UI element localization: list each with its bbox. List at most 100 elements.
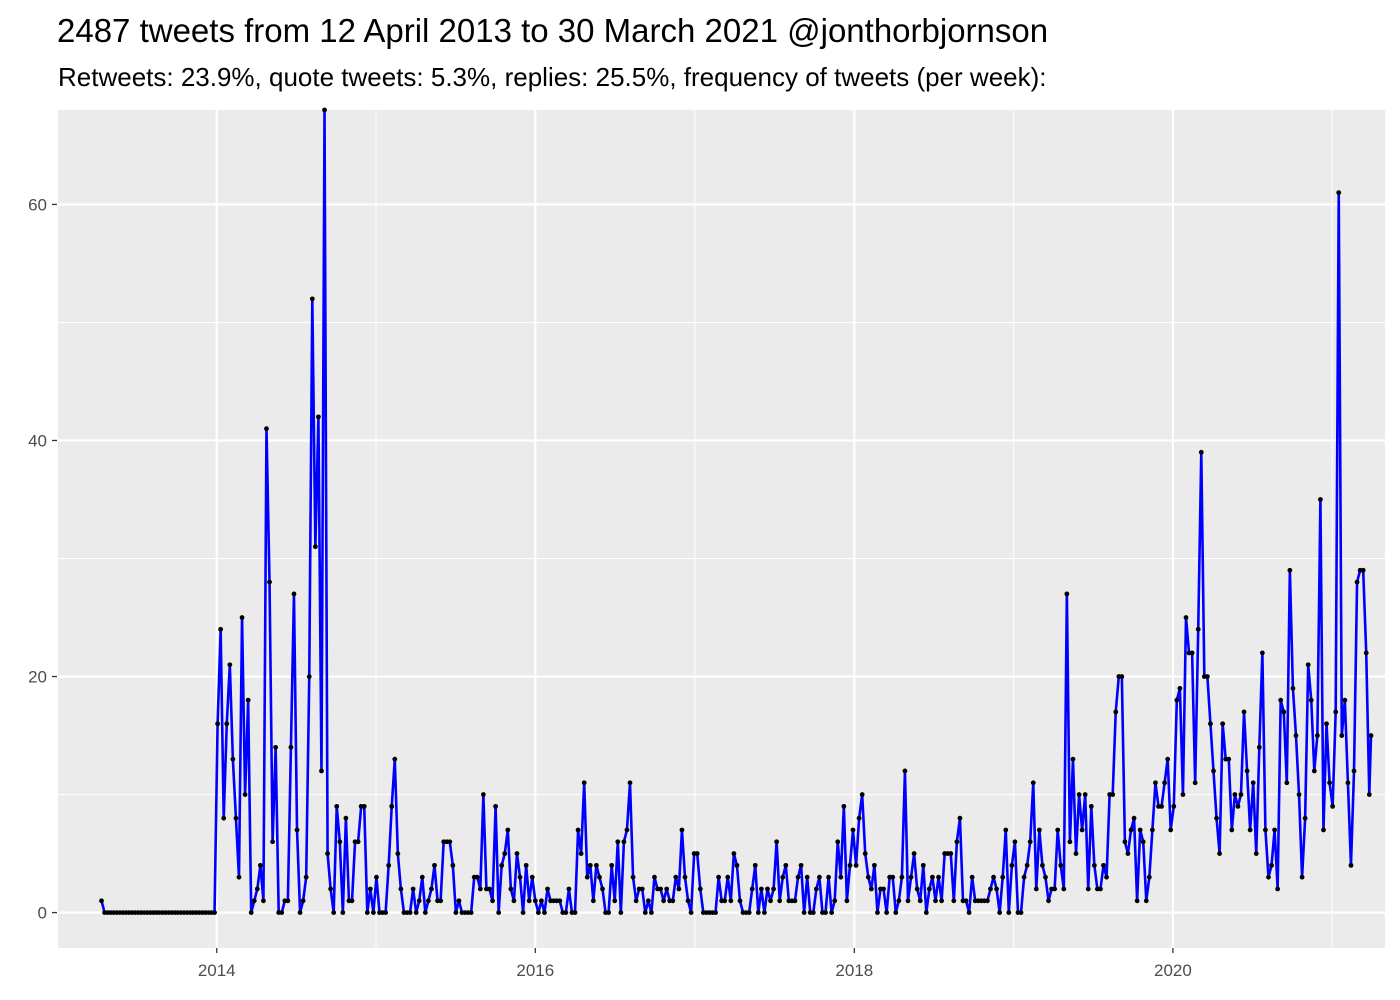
- x-tick-label: 2016: [516, 961, 554, 980]
- data-point: [731, 851, 737, 856]
- data-point: [291, 591, 297, 597]
- data-point: [1308, 697, 1314, 703]
- data-point: [371, 910, 376, 915]
- data-point: [584, 874, 590, 880]
- data-point: [914, 886, 920, 892]
- data-point: [966, 910, 972, 915]
- data-point: [532, 898, 538, 904]
- data-point: [988, 886, 993, 892]
- data-point: [367, 886, 373, 892]
- data-point: [737, 898, 743, 904]
- data-point: [215, 721, 221, 727]
- data-point: [648, 910, 654, 915]
- data-point: [572, 910, 578, 915]
- data-point: [798, 862, 804, 868]
- data-point: [233, 815, 239, 821]
- data-point: [419, 874, 425, 880]
- data-point: [853, 862, 859, 868]
- data-point: [331, 910, 337, 915]
- data-point: [1079, 827, 1085, 833]
- data-point: [319, 768, 324, 774]
- data-point: [508, 886, 514, 892]
- data-point: [267, 579, 272, 585]
- data-point: [1168, 827, 1174, 833]
- data-point: [1012, 839, 1018, 845]
- data-point: [294, 827, 300, 833]
- data-point: [936, 874, 941, 880]
- data-point: [749, 886, 755, 892]
- data-point: [1253, 851, 1259, 856]
- data-point: [99, 898, 104, 904]
- data-point: [410, 886, 416, 892]
- data-point: [1302, 815, 1308, 821]
- data-point: [242, 792, 248, 797]
- data-point: [490, 898, 495, 904]
- data-point: [1324, 721, 1329, 727]
- data-point: [758, 886, 764, 892]
- data-point: [795, 874, 801, 880]
- data-point: [673, 874, 679, 880]
- data-point: [1269, 862, 1274, 868]
- data-point: [297, 910, 303, 915]
- data-point: [1214, 815, 1219, 821]
- data-point: [801, 910, 807, 915]
- data-point: [893, 910, 899, 915]
- data-point: [312, 544, 318, 550]
- data-point: [273, 744, 279, 750]
- data-point: [300, 898, 306, 904]
- data-point: [254, 886, 260, 892]
- data-point: [1058, 862, 1064, 868]
- data-point: [1082, 792, 1088, 797]
- data-point: [850, 827, 856, 833]
- data-point: [1318, 497, 1323, 502]
- data-point: [578, 851, 584, 856]
- data-point: [474, 874, 480, 880]
- y-tick-label: 40: [28, 431, 47, 450]
- data-point: [1232, 792, 1238, 797]
- data-point: [954, 839, 960, 845]
- data-point: [361, 803, 367, 809]
- data-point: [1366, 792, 1372, 797]
- data-point: [624, 827, 630, 833]
- data-point: [1085, 886, 1091, 892]
- data-point: [722, 898, 728, 904]
- data-point: [661, 898, 667, 904]
- data-point: [1244, 768, 1250, 774]
- data-point: [306, 674, 312, 679]
- data-point: [1064, 591, 1070, 597]
- data-point: [1354, 579, 1360, 585]
- data-point: [752, 862, 758, 868]
- data-point: [783, 862, 789, 868]
- data-point: [309, 296, 315, 302]
- data-point: [456, 898, 462, 904]
- x-tick-label: 2020: [1154, 961, 1192, 980]
- data-point: [245, 697, 251, 703]
- data-point: [1348, 862, 1354, 868]
- data-point: [902, 768, 908, 774]
- data-point: [939, 898, 945, 904]
- data-point: [920, 862, 926, 868]
- data-point: [630, 874, 636, 880]
- data-point: [1296, 792, 1302, 797]
- data-point: [1018, 910, 1024, 915]
- data-point: [566, 886, 572, 892]
- data-point: [1272, 827, 1277, 833]
- data-point: [499, 862, 505, 868]
- data-point: [1266, 874, 1271, 880]
- data-point: [868, 886, 874, 892]
- data-point: [1088, 803, 1094, 809]
- data-point: [1275, 886, 1281, 892]
- data-point: [1070, 756, 1076, 762]
- data-point: [1259, 650, 1265, 656]
- data-point: [755, 910, 761, 915]
- data-point: [899, 874, 905, 880]
- data-point: [395, 851, 401, 856]
- data-point: [1220, 721, 1226, 727]
- data-point: [762, 910, 767, 915]
- data-point: [1183, 615, 1189, 620]
- data-point: [248, 910, 254, 915]
- data-point: [1140, 839, 1146, 845]
- data-point: [615, 839, 621, 845]
- data-point: [343, 815, 349, 821]
- data-point: [594, 862, 599, 868]
